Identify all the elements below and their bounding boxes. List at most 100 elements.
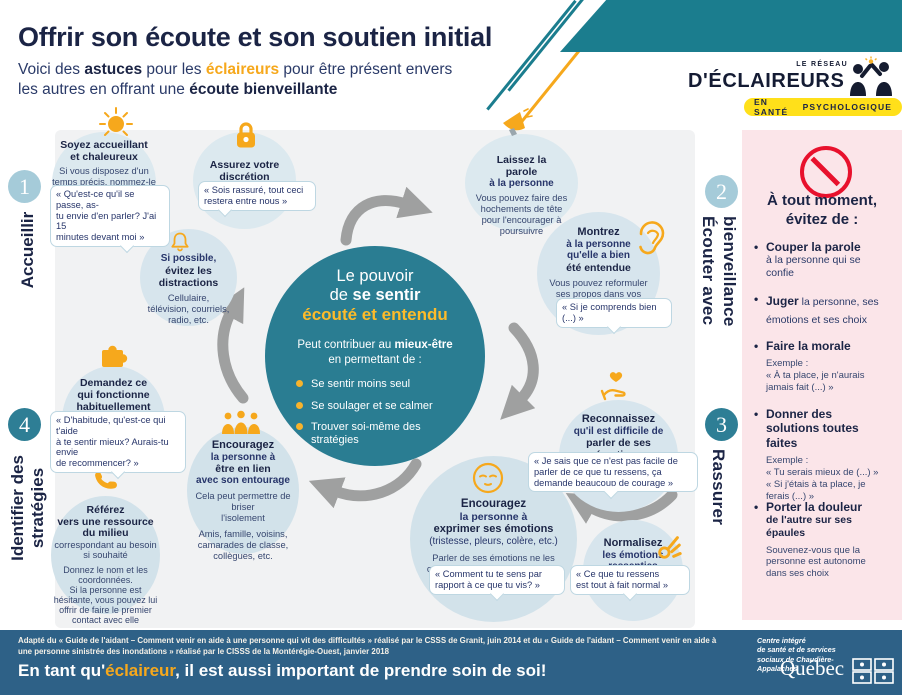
bubble-normalize-title: Normalisez [603, 537, 663, 549]
avoid-item-example: Exemple : « À ta place, je n'aurais jama… [766, 358, 865, 394]
quebec-flag-icon [852, 658, 894, 684]
avoid-item-solutions: Donner des solutions toutes faites Exemp… [752, 407, 898, 503]
brand-overline: LE RÉSEAU [796, 61, 848, 68]
quebec-wordmark: Québec [780, 656, 845, 680]
section-2-badge: 2 [705, 175, 738, 208]
section-1-label: Accueillir [18, 211, 37, 289]
subtitle-eclaireurs: éclaireurs [205, 61, 280, 78]
bubble-welcome-title: Soyez accueillant et chaleureux [60, 139, 148, 164]
bubble-distractions-title: évitez les distractions [158, 264, 219, 289]
avoid-item-example: Exemple : « Tu serais mieux de (...) » «… [766, 455, 879, 502]
speech-quote-welcome: « Qu'est-ce qu'il se passe, as- tu envie… [50, 185, 170, 247]
bubble-connect-title: Encouragez [211, 439, 275, 451]
center-bullet: Trouver soi-même des stratégies [296, 421, 454, 446]
avoid-item-strong: Faire la morale [766, 339, 851, 353]
bubble-show-heard-mid: à la personne qu'elle a bien [566, 238, 631, 262]
calm-face-icon [472, 462, 504, 494]
bubble-give-floor: Laissez la parole à la personne Vous pou… [465, 134, 578, 236]
tagline-text: , il est aussi important de prendre soin… [175, 661, 547, 680]
center-circle: Le pouvoir de se sentir écouté et entend… [265, 246, 485, 466]
bubble-show-heard-title: Montrez [577, 226, 620, 238]
brand-tagline-pill: EN SANTÉ PSYCHOLOGIQUE [744, 97, 902, 117]
bubble-connect-mid: la personne à [210, 451, 276, 463]
subtitle-astuces: astuces [84, 61, 143, 78]
center-bullet-text: Se sentir moins seul [311, 378, 411, 391]
center-line1: Le pouvoir [336, 267, 414, 285]
center-bullet: Se sentir moins seul [296, 378, 454, 391]
footer-tagline: En tant qu'éclaireur, il est aussi impor… [18, 661, 546, 681]
bubble-express-paren: (tristesse, pleurs, colère, etc.) [429, 535, 558, 547]
bubble-connect-body: Cela peut permettre de briser l'isolemen… [195, 490, 291, 523]
page-subtitle: Voici des astuces pour les éclaireurs po… [18, 60, 473, 100]
speech-quote-ask-works: « D'habitude, qu'est-ce qui t'aide à te … [50, 411, 186, 473]
subtitle-text: Voici des [18, 61, 85, 78]
bubble-refer: Référez vers une ressource du milieu cor… [51, 496, 160, 625]
section-3-label: Rassurer [709, 448, 728, 526]
avoid-item-rest: la personne, ses émotions et ses choix [766, 296, 879, 326]
bubble-ask-works-title: Demandez ce qui fonctionne habituellemen… [76, 377, 151, 414]
section-4-label: Identifier des stratégies [8, 455, 47, 561]
bubble-connect-sub: avec son entourage [196, 475, 290, 487]
bubble-express-title: Encouragez [460, 498, 527, 510]
bubble-give-floor-title: Laissez la parole [496, 154, 547, 179]
center-intro-bold: mieux-être [394, 339, 453, 352]
speech-quote-show-heard: « Si je comprends bien (...) » [556, 298, 672, 328]
megaphone-icon [503, 108, 533, 136]
bubble-connect: Encouragez la personne à être en lien av… [187, 427, 299, 561]
teal-corner-banner [560, 0, 902, 52]
center-intro-line2: en permettant de : [328, 353, 422, 366]
bubble-connect-body2: Amis, famille, voisins, camarades de cla… [197, 528, 289, 561]
bubble-show-heard-title2: été entendue [566, 261, 631, 274]
section-2-label: Écouter avec bienveillance [699, 215, 739, 327]
bubble-refer-title: Référez vers une ressource du milieu [57, 504, 154, 540]
bubble-give-floor-sub: à la personne [489, 178, 554, 190]
bullet-dot-icon [296, 401, 303, 409]
hand-heart-icon [600, 372, 626, 401]
section-4-badge: 4 [8, 408, 41, 441]
ear-icon [639, 221, 665, 255]
bubble-refer-sub: correspondant au besoin si souhaité [54, 539, 157, 560]
brand-wordmark: D'ÉCLAIREURS [688, 70, 845, 92]
center-line2-bold: se sentir [352, 285, 421, 304]
bubble-discretion-title: Assurez votre discrétion [209, 159, 280, 184]
speech-quote-express: « Comment tu te sens par rapport à ce qu… [429, 565, 565, 595]
bubble-acknowledge-mid: qu'il est difficile de [573, 425, 664, 437]
avoid-item-rest: à la personne qui se confie [766, 254, 861, 279]
bullet-dot-icon [296, 380, 303, 388]
center-bullet-text: Se soulager et se calmer [311, 399, 433, 412]
section-1-badge: 1 [8, 170, 41, 203]
no-entry-icon [800, 146, 852, 198]
puzzle-piece-icon [102, 345, 128, 367]
pill-text-bold: PSYCHOLOGIQUE [802, 102, 892, 112]
avoid-item-note: Souvenez-vous que la personne est autono… [766, 544, 866, 580]
center-intro: Peut contribuer au mieux-être en permetta… [265, 338, 485, 367]
avoid-item-sub: de l'autre sur ses épaules [766, 514, 852, 539]
bubble-distractions-pre: Si possible, [160, 253, 217, 264]
phone-icon [95, 471, 117, 489]
bullet-dot-icon [296, 423, 303, 431]
avoid-item-couper: Couper la parole à la personne qui se co… [752, 240, 898, 280]
section-3-badge: 3 [705, 408, 738, 441]
bubble-express-mid: la personne à [459, 511, 528, 524]
subtitle-ecoute: écoute bienveillante [189, 80, 338, 98]
footer-bar [0, 630, 902, 695]
bubble-distractions-body: Cellulaire, télévision, courriels, radio… [147, 292, 230, 325]
ok-hand-icon [658, 536, 682, 559]
avoid-item-strong: Juger [766, 294, 799, 308]
footer-credits: Adapté du « Guide de l'aidant – Comment … [18, 636, 717, 656]
tagline-text: En tant qu' [18, 661, 106, 680]
bell-icon [171, 232, 189, 252]
sun-icon [99, 107, 133, 136]
center-line3: écouté et entendu [302, 304, 448, 324]
center-line2: de se sentir [265, 286, 485, 305]
center-bullet-text: Trouver soi-même des stratégies [311, 421, 421, 446]
center-bullet-list: Se sentir moins seul Se soulager et se c… [296, 378, 454, 447]
subtitle-text: pour les [142, 61, 206, 78]
speech-quote-normalize: « Ce que tu ressens est tout à fait norm… [570, 565, 690, 595]
avoid-item-juger: Juger la personne, ses émotions et ses c… [752, 292, 898, 328]
speech-quote-discretion: « Sois rassuré, tout ceci restera entre … [198, 181, 316, 211]
subtitle-text: pour être présent envers les autres en o… [18, 61, 453, 98]
tagline-eclaireur: éclaireur [105, 661, 176, 680]
bubble-acknowledge-title: Reconnaissez [581, 413, 656, 425]
